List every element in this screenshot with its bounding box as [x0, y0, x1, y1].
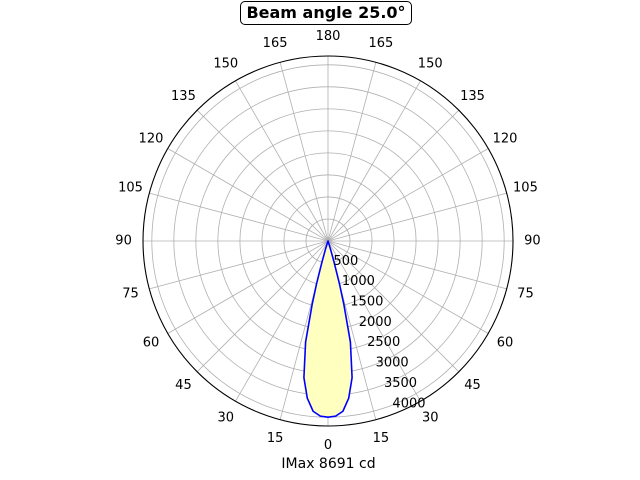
angular-gridline: [327, 80, 421, 242]
angular-gridline: [327, 240, 421, 402]
angular-gridline: [327, 240, 507, 290]
angular-gridline: [327, 62, 377, 242]
angle-tick-label: 0: [324, 438, 332, 453]
polar-frame: [142, 55, 514, 427]
angle-tick-label: 30: [218, 411, 235, 426]
angle-tick-label: 45: [175, 378, 192, 393]
angle-tick-label: 15: [267, 431, 284, 446]
angle-tick-label: 135: [171, 89, 196, 104]
chart-title: Beam angle 25.0°: [240, 1, 412, 25]
angular-gridline: [327, 148, 489, 242]
angular-gridline: [327, 192, 507, 242]
radial-tick-label: 2000: [359, 315, 392, 330]
angle-tick-label: 165: [263, 36, 288, 51]
x-axis-label: IMax 8691 cd: [281, 456, 376, 472]
angular-gridline: [327, 240, 489, 334]
radial-tick-label: 1500: [350, 295, 383, 310]
angle-tick-label: 90: [115, 234, 132, 249]
angle-tick-label: 75: [517, 286, 534, 301]
angular-gridline: [235, 240, 329, 402]
angular-gridline: [196, 109, 329, 242]
angle-tick-label: 60: [497, 336, 514, 351]
angular-gridline: [167, 148, 329, 242]
angular-gridline: [235, 80, 329, 242]
radial-tick-label: 1000: [342, 274, 375, 289]
radial-tick-label: 500: [333, 254, 358, 269]
angle-tick-label: 15: [373, 431, 390, 446]
angle-tick-label: 60: [143, 336, 160, 351]
angular-gridline: [149, 192, 329, 242]
angular-gridline: [279, 62, 329, 242]
angle-tick-label: 75: [122, 286, 139, 301]
angle-tick-label: 45: [464, 378, 481, 393]
angular-gridline: [327, 240, 460, 373]
angular-gridline: [149, 240, 329, 290]
angle-tick-label: 135: [460, 89, 485, 104]
angular-gridline: [327, 109, 460, 242]
angle-tick-label: 150: [418, 56, 443, 71]
angular-gridline: [196, 240, 329, 373]
radial-tick-label: 2500: [367, 335, 400, 350]
beam-fill: [303, 241, 353, 418]
angle-tick-label: 180: [316, 29, 341, 44]
angle-tick-label: 150: [213, 56, 238, 71]
beam-curve: [303, 240, 353, 418]
radial-tick-label: 3500: [384, 376, 417, 391]
angle-tick-label: 120: [493, 131, 518, 146]
angle-tick-label: 165: [368, 36, 393, 51]
angular-gridline: [167, 240, 329, 334]
angle-tick-label: 120: [139, 131, 164, 146]
radial-tick-label: 4000: [392, 396, 425, 411]
angle-tick-label: 90: [524, 234, 541, 249]
angle-tick-label: 105: [513, 181, 538, 196]
angle-tick-label: 30: [422, 411, 439, 426]
angle-tick-label: 105: [118, 181, 143, 196]
radial-tick-label: 3000: [376, 356, 409, 371]
